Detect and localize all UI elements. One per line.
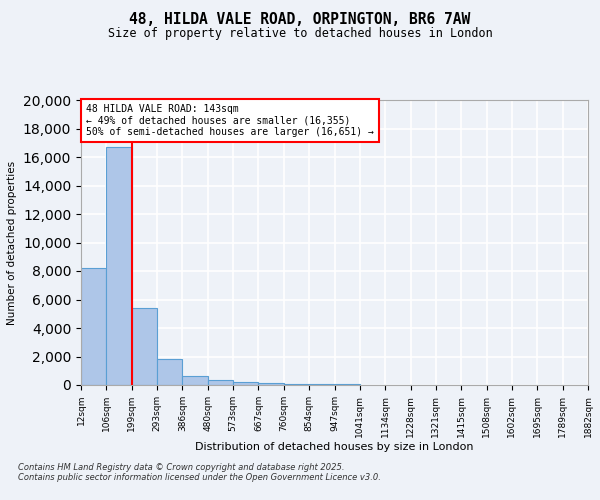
Text: Contains public sector information licensed under the Open Government Licence v3: Contains public sector information licen… (18, 472, 381, 482)
Bar (106, 147, 132, 385)
Text: 48, HILDA VALE ROAD, ORPINGTON, BR6 7AW: 48, HILDA VALE ROAD, ORPINGTON, BR6 7AW (130, 12, 470, 28)
Bar (157, 360, 182, 385)
X-axis label: Distribution of detached houses by size in London: Distribution of detached houses by size … (195, 442, 474, 452)
Bar (259, 384, 284, 385)
Bar (335, 384, 360, 385)
Bar (132, 308, 157, 385)
Bar (233, 382, 259, 385)
Bar (208, 380, 233, 385)
Text: Size of property relative to detached houses in London: Size of property relative to detached ho… (107, 28, 493, 40)
Bar (182, 376, 208, 385)
Text: Contains HM Land Registry data © Crown copyright and database right 2025.: Contains HM Land Registry data © Crown c… (18, 462, 344, 471)
Bar (81, 268, 106, 385)
Bar (309, 384, 335, 385)
Y-axis label: Number of detached properties: Number of detached properties (7, 160, 17, 324)
Text: 48 HILDA VALE ROAD: 143sqm
← 49% of detached houses are smaller (16,355)
50% of : 48 HILDA VALE ROAD: 143sqm ← 49% of deta… (86, 104, 374, 138)
Bar (284, 384, 309, 385)
